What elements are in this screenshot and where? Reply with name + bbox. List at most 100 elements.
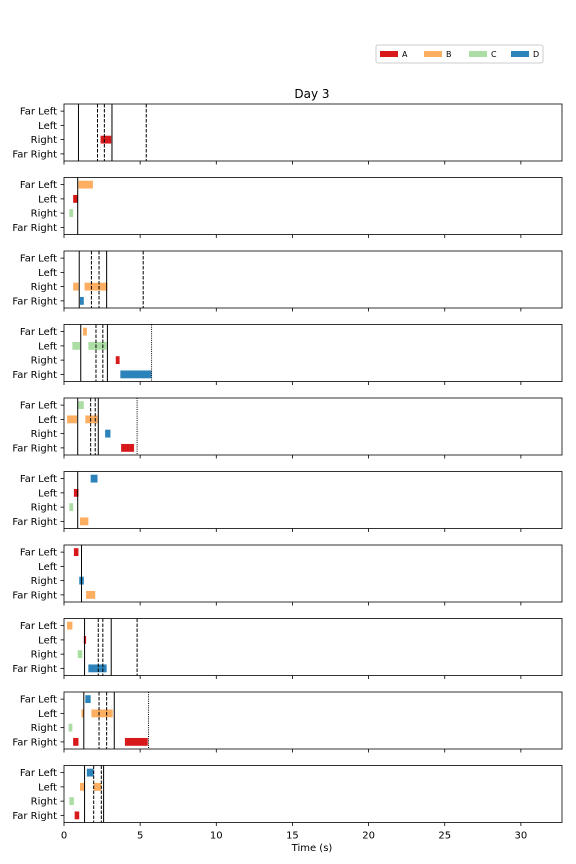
x-tick-label: 5 <box>137 831 143 842</box>
panel-3: Far Left Left Right Far Right <box>12 250 563 312</box>
y-tick-label: Far Left <box>20 401 57 412</box>
y-tick-label: Right <box>31 209 57 220</box>
y-tick-label: Far Right <box>12 370 57 381</box>
legend-label-c: C <box>491 50 497 59</box>
y-tick-label: Far Left <box>20 474 57 485</box>
bar-d <box>88 664 107 673</box>
y-tick-label: Right <box>31 429 57 440</box>
legend-swatch-a <box>380 51 398 57</box>
bar-d <box>105 429 111 438</box>
y-tick-label: Left <box>38 635 57 646</box>
y-tick-label: Left <box>38 341 57 352</box>
y-tick-label: Left <box>38 782 57 793</box>
legend-label-b: B <box>446 50 452 59</box>
panel-frame <box>63 103 563 162</box>
panel-frame <box>63 618 563 676</box>
panel-frame <box>63 397 563 456</box>
x-tick-label: 15 <box>286 831 299 842</box>
bar-c <box>69 209 74 218</box>
y-tick-label: Far Right <box>12 223 57 234</box>
y-tick-label: Far Left <box>20 327 57 338</box>
x-tick-label: 25 <box>438 831 451 842</box>
y-tick-label: Far Left <box>20 180 57 191</box>
y-tick-label: Right <box>31 356 57 367</box>
y-tick-label: Far Right <box>12 443 57 454</box>
bar-b <box>86 590 96 599</box>
panel-7: Far Left Left Right Far Right <box>12 544 563 606</box>
y-tick-label: Far Left <box>20 621 57 632</box>
y-tick-label: Far Right <box>12 664 57 675</box>
chart-title: Day 3 <box>294 87 329 101</box>
bar-b <box>79 517 89 526</box>
bar-a <box>74 811 80 820</box>
bar-a <box>100 135 112 144</box>
panel-10: Far Left Left Right Far Right <box>12 765 563 826</box>
panel-2: Far Left Left Right Far Right <box>12 177 563 238</box>
panel-1: Far Left Left Right Far Right <box>12 103 563 165</box>
bar-d <box>120 370 152 379</box>
y-tick-label: Left <box>38 268 57 279</box>
panel-frame <box>63 177 563 235</box>
bar-c <box>77 401 84 410</box>
panel-frame <box>63 471 563 529</box>
bar-c <box>68 723 73 732</box>
y-tick-label: Far Right <box>12 590 57 601</box>
panel-4: Far Left Left Right Far Right <box>12 324 563 385</box>
bar-b <box>83 327 87 336</box>
bar-b <box>93 782 102 791</box>
legend-swatch-d <box>511 51 529 57</box>
bar-d <box>90 474 98 483</box>
bar-b <box>79 782 85 791</box>
y-tick-label: Far Left <box>20 548 57 559</box>
y-tick-label: Right <box>31 576 57 587</box>
y-tick-label: Right <box>31 503 57 514</box>
y-tick-label: Left <box>38 415 57 426</box>
bar-c <box>69 797 74 806</box>
bar-c <box>77 650 83 659</box>
y-tick-label: Far Left <box>20 254 57 265</box>
x-tick-label: 10 <box>210 831 223 842</box>
bar-a <box>73 194 78 203</box>
bar-d <box>85 695 91 704</box>
bar-b <box>67 415 77 424</box>
legend-swatch-b <box>424 51 442 57</box>
panel-9: Far Left Left Right Far Right <box>12 691 563 753</box>
bar-a <box>121 443 135 452</box>
y-tick-label: Far Right <box>12 517 57 528</box>
y-tick-label: Right <box>31 797 57 808</box>
bar-a <box>73 737 79 746</box>
legend-swatch-c <box>469 51 487 57</box>
y-tick-label: Far Right <box>12 811 57 822</box>
bar-a <box>73 548 79 557</box>
legend-label-d: D <box>533 50 539 59</box>
x-tick-label: 30 <box>515 831 528 842</box>
panel-frame <box>63 691 563 750</box>
panel-frame <box>63 765 563 823</box>
panel-frame <box>63 250 563 309</box>
legend: A B C D <box>375 44 544 64</box>
bar-d <box>86 768 94 777</box>
y-tick-label: Right <box>31 135 57 146</box>
x-tick-label: 20 <box>362 831 375 842</box>
panel-frame <box>63 324 563 382</box>
legend-label-a: A <box>402 50 408 59</box>
y-tick-label: Far Left <box>20 107 57 118</box>
y-tick-label: Right <box>31 282 57 293</box>
y-tick-label: Far Right <box>12 737 57 748</box>
bar-d <box>79 296 84 305</box>
y-tick-label: Right <box>31 650 57 661</box>
bar-b <box>85 415 98 424</box>
y-tick-label: Far Left <box>20 695 57 706</box>
bar-b <box>84 282 108 291</box>
panel-8: Far Left Left Right Far Right <box>12 618 563 679</box>
x-axis-label: Time (s) <box>291 843 333 854</box>
bar-a <box>115 356 120 365</box>
y-tick-label: Far Right <box>12 296 57 307</box>
bar-b <box>91 709 113 718</box>
bar-b <box>81 709 84 718</box>
panel-6: Far Left Left Right Far Right <box>12 471 563 532</box>
bar-c <box>72 341 80 350</box>
y-tick-label: Right <box>31 723 57 734</box>
bar-a <box>73 488 79 497</box>
legend-frame <box>375 44 544 64</box>
